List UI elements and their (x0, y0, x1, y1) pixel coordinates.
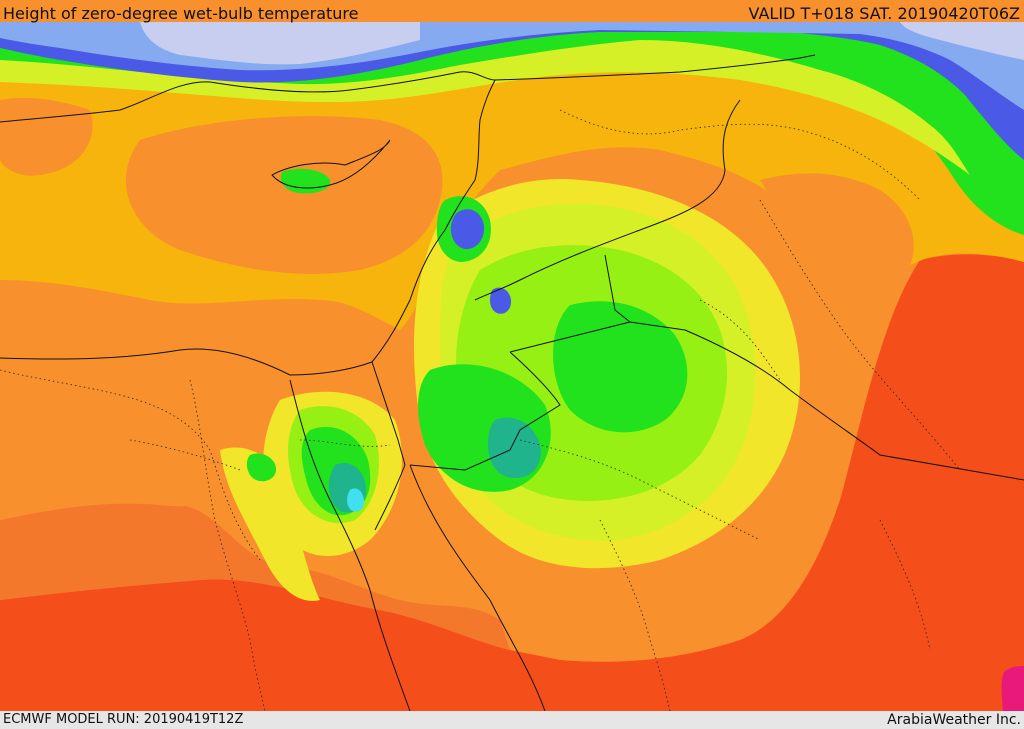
east-orange (760, 173, 914, 360)
weather-map (0, 0, 1024, 711)
egypt-israel-border (371, 361, 406, 466)
egypt-orange (0, 327, 284, 520)
cyprus-orange (125, 116, 443, 274)
dotted-east (699, 299, 931, 651)
map-borders (0, 54, 1024, 711)
dotted-sinai (129, 439, 391, 471)
syria-turkey-border (494, 54, 816, 81)
turkey-yellow-fringe (0, 40, 970, 175)
footer-bar: ECMWF MODEL RUN: 20190419T12Z ArabiaWeat… (0, 711, 1024, 729)
south-hot-zone (0, 254, 1024, 711)
lebanon-mountain-blue (450, 209, 485, 250)
dotted-egypt-west (0, 369, 261, 561)
egypt-green-spot (246, 453, 277, 482)
turkey-east-lavender (900, 22, 1024, 60)
jordan-saudi-border (409, 321, 631, 471)
dotted-iraq (759, 199, 961, 471)
mediterranean-coast (0, 79, 496, 376)
red-sea-coast-yellow (220, 447, 320, 601)
magenta-spot (1001, 665, 1024, 711)
dotted-saudi (599, 519, 671, 711)
model-run-label: ECMWF MODEL RUN: 20190419T12Z (3, 712, 244, 727)
jordan-hill-blue (489, 287, 512, 314)
negev-teal (488, 417, 541, 479)
map-title: Height of zero-degree wet-bulb temperatu… (3, 4, 359, 23)
aqaba-gulf (374, 464, 546, 711)
dotted-syria (559, 109, 921, 201)
credit-label: ArabiaWeather Inc. (887, 712, 1021, 728)
syria-iraq-border (474, 99, 741, 301)
dotted-jordan (519, 439, 761, 541)
nw-orange (0, 98, 93, 176)
turkey-coast (0, 71, 496, 123)
valid-time-label: VALID T+018 SAT. 20190420T06Z (748, 4, 1020, 23)
jordan-green-core (553, 301, 688, 433)
sinai-peak-cyan (347, 488, 364, 512)
jordan-iraq-border (604, 254, 1024, 481)
turkey-lavender (140, 22, 420, 65)
west-orange-red (0, 503, 510, 650)
dotted-boundaries (0, 109, 961, 711)
red-sea-coast (289, 379, 411, 711)
dotted-egypt-nile (189, 379, 266, 711)
cyprus-outline (271, 139, 391, 189)
